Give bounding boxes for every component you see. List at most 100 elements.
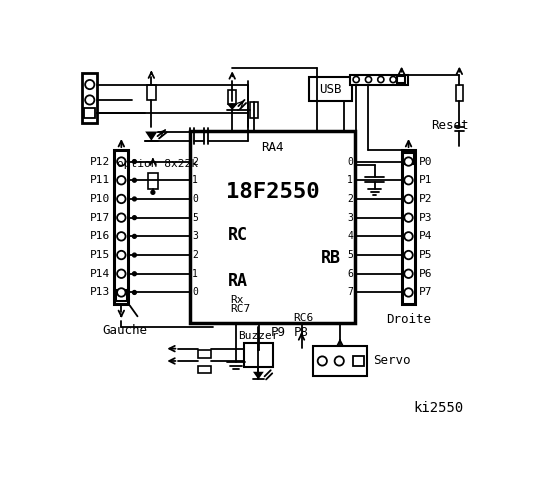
Text: Servo: Servo	[373, 354, 411, 368]
Text: P6: P6	[419, 269, 433, 279]
Circle shape	[133, 234, 137, 238]
Bar	[190, 131, 356, 323]
Bar	[456, 85, 463, 101]
Circle shape	[133, 179, 137, 182]
Text: P9: P9	[271, 326, 286, 339]
Text: 2: 2	[347, 194, 353, 204]
Text: RC: RC	[228, 226, 248, 244]
Polygon shape	[145, 132, 158, 141]
Text: 3: 3	[192, 231, 198, 241]
Text: RA4: RA4	[262, 141, 284, 154]
Circle shape	[366, 76, 372, 83]
Text: RC6: RC6	[293, 313, 313, 323]
Circle shape	[133, 272, 137, 276]
Circle shape	[133, 216, 137, 219]
Text: RC7: RC7	[230, 304, 250, 314]
Circle shape	[133, 197, 137, 201]
Circle shape	[404, 232, 413, 240]
Circle shape	[117, 157, 126, 166]
Circle shape	[151, 191, 155, 194]
Text: P14: P14	[90, 269, 111, 279]
Circle shape	[335, 356, 344, 366]
Circle shape	[404, 176, 413, 184]
Circle shape	[117, 232, 126, 240]
Circle shape	[117, 288, 126, 297]
Bar	[244, 343, 273, 367]
Text: P3: P3	[419, 213, 433, 223]
Text: 0: 0	[192, 194, 198, 204]
Text: P10: P10	[90, 194, 111, 204]
Circle shape	[85, 80, 95, 89]
Text: 3: 3	[347, 213, 353, 223]
Text: RB: RB	[321, 249, 341, 267]
Circle shape	[117, 251, 126, 259]
Text: option 8x22k: option 8x22k	[117, 159, 198, 169]
Text: RA: RA	[228, 272, 248, 290]
Circle shape	[317, 356, 327, 366]
Text: P5: P5	[419, 250, 433, 260]
Circle shape	[353, 76, 359, 83]
Text: Reset: Reset	[431, 119, 468, 132]
Text: 1: 1	[347, 175, 353, 185]
Bar	[250, 102, 258, 118]
Circle shape	[117, 269, 126, 278]
Circle shape	[133, 253, 137, 257]
Circle shape	[85, 96, 95, 105]
Bar	[114, 150, 128, 304]
Bar	[197, 350, 211, 358]
Text: P4: P4	[419, 231, 433, 241]
Bar	[82, 73, 97, 123]
Text: 2: 2	[192, 250, 198, 260]
Text: Gauche: Gauche	[103, 324, 148, 337]
Text: P13: P13	[90, 288, 111, 298]
Bar	[353, 356, 364, 366]
Circle shape	[404, 269, 413, 278]
Bar	[116, 290, 127, 301]
Circle shape	[117, 214, 126, 222]
Text: ki2550: ki2550	[413, 401, 463, 415]
Text: 18F2550: 18F2550	[226, 182, 320, 203]
Bar	[309, 77, 352, 101]
Text: P2: P2	[419, 194, 433, 204]
Text: 5: 5	[192, 213, 198, 223]
Text: 7: 7	[347, 288, 353, 298]
Text: P11: P11	[90, 175, 111, 185]
Text: Droite: Droite	[386, 313, 431, 326]
Bar	[313, 347, 367, 376]
Circle shape	[378, 76, 384, 83]
Text: P17: P17	[90, 213, 111, 223]
Text: 6: 6	[347, 269, 353, 279]
Bar	[148, 173, 158, 189]
Text: 2: 2	[192, 156, 198, 167]
Circle shape	[404, 157, 413, 166]
Circle shape	[404, 251, 413, 259]
Bar	[197, 366, 211, 373]
Text: Buzzer: Buzzer	[238, 331, 279, 341]
Circle shape	[404, 195, 413, 203]
Text: P15: P15	[90, 250, 111, 260]
Circle shape	[117, 195, 126, 203]
Text: 1: 1	[192, 175, 198, 185]
Text: USB: USB	[319, 83, 342, 96]
Circle shape	[404, 214, 413, 222]
Bar	[228, 90, 236, 104]
Circle shape	[390, 76, 396, 83]
Text: P8: P8	[294, 326, 309, 339]
Text: P7: P7	[419, 288, 433, 298]
Circle shape	[133, 290, 137, 294]
Text: Rx: Rx	[230, 295, 243, 305]
Text: 0: 0	[347, 156, 353, 167]
Text: P0: P0	[419, 156, 433, 167]
Bar	[350, 74, 408, 84]
Text: P1: P1	[419, 175, 433, 185]
Text: 1: 1	[192, 269, 198, 279]
Bar	[401, 150, 415, 304]
Bar	[403, 153, 414, 164]
Text: P16: P16	[90, 231, 111, 241]
Polygon shape	[227, 104, 238, 110]
Circle shape	[117, 176, 126, 184]
Polygon shape	[253, 372, 264, 380]
Circle shape	[133, 160, 137, 164]
Bar	[85, 108, 95, 119]
Bar	[397, 76, 405, 84]
